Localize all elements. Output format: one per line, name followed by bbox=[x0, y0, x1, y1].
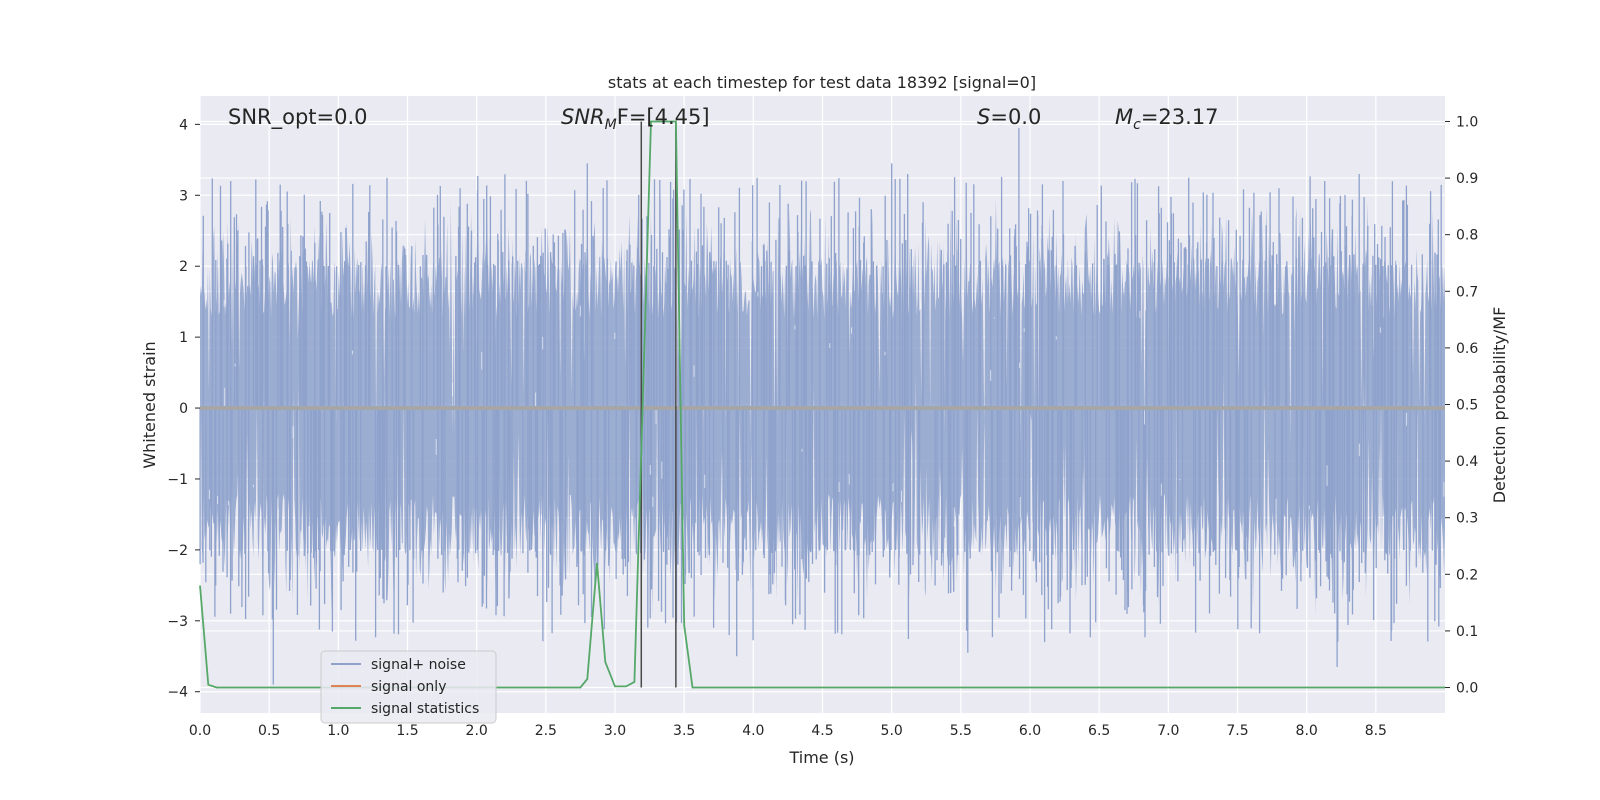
detection-markers bbox=[640, 121, 677, 688]
legend-box bbox=[320, 650, 497, 724]
mc-symbol: M bbox=[1115, 105, 1133, 129]
y2-tick-label: 0.6 bbox=[1456, 341, 1478, 357]
x-tick-label: 0.0 bbox=[189, 723, 211, 739]
x-tick-label: 3.0 bbox=[604, 723, 626, 739]
y2-tick-label: 0.3 bbox=[1456, 511, 1478, 527]
s-value: =0.0 bbox=[990, 105, 1041, 129]
y2-tick-label: 0.5 bbox=[1456, 398, 1478, 414]
y-tick-label: 2 bbox=[179, 259, 188, 275]
annotation-snr-opt: SNR_opt=0.0 bbox=[228, 105, 368, 130]
x-tick-label: 1.5 bbox=[396, 723, 418, 739]
x-tick-label: 0.5 bbox=[258, 723, 280, 739]
y2-tick-label: 0.8 bbox=[1456, 228, 1478, 244]
y-tick-label: −3 bbox=[167, 614, 188, 630]
y2-tick-label: 0.0 bbox=[1456, 681, 1478, 697]
y2-axis-label: Detection probability/MF bbox=[1490, 307, 1509, 504]
y-tick-label: 1 bbox=[179, 330, 188, 346]
mc-subscript: c bbox=[1133, 117, 1141, 133]
y-tick-label: −2 bbox=[167, 543, 188, 559]
chart-title: stats at each timestep for test data 183… bbox=[608, 73, 1036, 92]
x-tick-label: 8.0 bbox=[1296, 723, 1318, 739]
legend-label-signal-noise: signal+ noise bbox=[371, 657, 466, 673]
s-symbol: S bbox=[977, 105, 990, 129]
annotation-s: S=0.0 bbox=[977, 105, 1041, 129]
x-tick-label: 8.5 bbox=[1365, 723, 1387, 739]
y-axis-label: Whitened strain bbox=[140, 341, 159, 468]
x-axis-label: Time (s) bbox=[788, 748, 854, 767]
y-tick-label: −4 bbox=[167, 685, 188, 701]
y2-tick-label: 1.0 bbox=[1456, 114, 1478, 130]
y-tick-label: 0 bbox=[179, 401, 188, 417]
snr-mf-value: F=[4.45] bbox=[617, 105, 710, 129]
y2-tick-label: 0.4 bbox=[1456, 454, 1478, 470]
x-tick-label: 5.0 bbox=[881, 723, 903, 739]
mc-value: =23.17 bbox=[1141, 105, 1219, 129]
noise-spikes bbox=[199, 127, 1442, 685]
y-tick-label: −1 bbox=[167, 472, 188, 488]
x-tick-label: 6.5 bbox=[1088, 723, 1110, 739]
legend-label-signal-statistics: signal statistics bbox=[371, 701, 479, 717]
annotation-mc: Mc=23.17 bbox=[1115, 105, 1219, 133]
x-tick-label: 6.0 bbox=[1019, 723, 1041, 739]
legend: signal+ noise signal only signal statist… bbox=[320, 650, 497, 724]
y2-tick-label: 0.9 bbox=[1456, 171, 1478, 187]
annotation-snr-mf: SNRMF=[4.45] bbox=[561, 105, 710, 133]
x-tick-label: 2.5 bbox=[535, 723, 557, 739]
snr-mf-symbol: SNR bbox=[561, 105, 605, 129]
legend-label-signal-only: signal only bbox=[371, 679, 446, 695]
x-tick-label: 2.0 bbox=[466, 723, 488, 739]
x-tick-label: 1.0 bbox=[327, 723, 349, 739]
x-tick-label: 7.0 bbox=[1157, 723, 1179, 739]
x-tick-label: 4.5 bbox=[811, 723, 833, 739]
y-tick-label: 4 bbox=[179, 117, 188, 133]
x-tick-label: 7.5 bbox=[1226, 723, 1248, 739]
y2-axis-ticks: 1.0 0.9 0.8 0.7 0.6 0.5 0.4 0.3 0.2 0.1 0.0 bbox=[1445, 114, 1478, 697]
x-tick-label: 5.5 bbox=[950, 723, 972, 739]
y-tick-label: 3 bbox=[179, 188, 188, 204]
y2-tick-label: 0.1 bbox=[1456, 624, 1478, 640]
x-tick-label: 4.0 bbox=[742, 723, 764, 739]
y2-tick-label: 0.2 bbox=[1456, 567, 1478, 583]
x-axis-ticks: 0.0 0.5 1.0 1.5 2.0 2.5 3.0 3.5 4.0 4.5 5.0 5.5 6.0 6… bbox=[189, 723, 1387, 739]
snr-mf-subscript: M bbox=[605, 117, 617, 133]
y-axis-ticks: 4 3 2 1 0 −1 −2 −3 −4 bbox=[167, 117, 200, 701]
y2-tick-label: 0.7 bbox=[1456, 284, 1478, 300]
x-tick-label: 3.5 bbox=[673, 723, 695, 739]
